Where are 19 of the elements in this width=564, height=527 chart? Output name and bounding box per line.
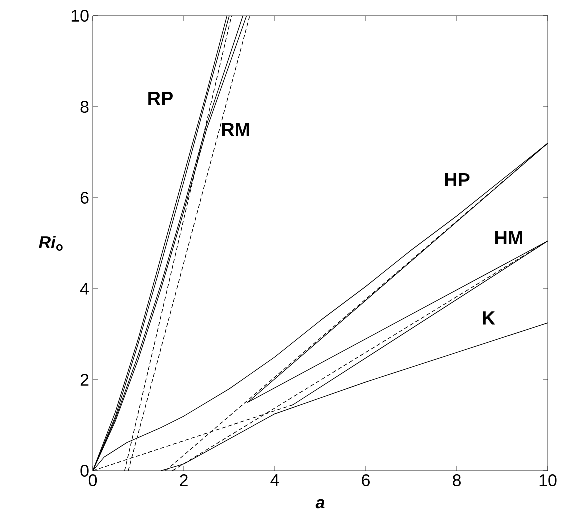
y-tick-label: 10 — [72, 10, 89, 22]
series-label: K — [483, 312, 496, 325]
series-label: RP — [148, 92, 173, 106]
series-label: HP — [445, 173, 470, 186]
x-axis-title: a — [316, 499, 325, 509]
x-tick-label: 0 — [88, 474, 98, 487]
y-tick-label: 0 — [80, 464, 89, 477]
x-tick-label: 10 — [540, 474, 557, 487]
series-label: HM — [496, 232, 522, 245]
x-tick-label: 4 — [270, 474, 280, 486]
y-axis-title: Ri$_{o}$ — [39, 236, 63, 251]
y-tick-label: 2 — [80, 374, 89, 386]
x-tick-label: 2 — [180, 474, 188, 486]
y-tick-label: 8 — [80, 100, 89, 113]
y-tick-label: 4 — [80, 283, 89, 295]
x-tick-label: 8 — [453, 474, 461, 487]
x-tick-label: 6 — [362, 474, 370, 487]
y-tick-label: 6 — [80, 192, 89, 204]
series-label: RM — [222, 123, 250, 136]
